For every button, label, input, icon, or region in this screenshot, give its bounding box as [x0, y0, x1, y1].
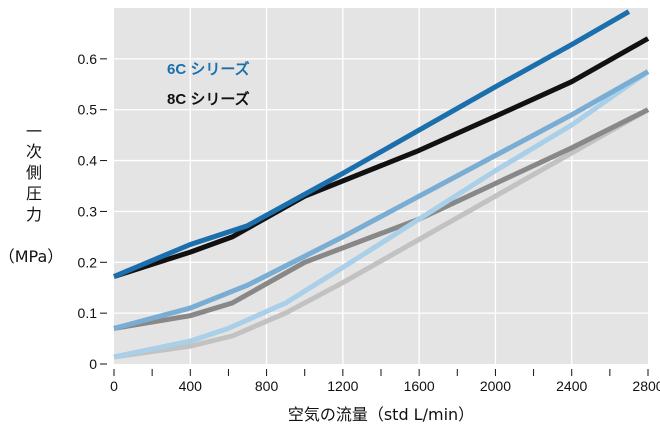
y-axis-label-part: 一	[26, 122, 42, 141]
series-line-6	[113, 107, 650, 360]
y-tick-label: 0.6	[78, 51, 98, 67]
legend: 6C シリーズ 8C シリーズ	[167, 60, 250, 108]
x-tick-label: 800	[255, 378, 279, 394]
series-line-4	[113, 107, 650, 331]
x-tick-label: 0	[110, 378, 118, 394]
x-tick-label: 1200	[327, 378, 358, 394]
y-tick-label: 0.3	[78, 203, 98, 219]
y-tick-label: 0.5	[78, 102, 98, 118]
x-tick-label: 2400	[556, 378, 587, 394]
y-tick-label: 0.2	[78, 254, 98, 270]
y-axis: 0 0.1 0.2 0.3 0.4 0.5 0.6	[78, 51, 107, 372]
series-line-2	[113, 36, 650, 279]
legend-entry: 6C シリーズ	[167, 60, 250, 78]
y-tick-label: 0	[89, 356, 97, 372]
y-axis-label-part: 次	[26, 142, 42, 161]
x-axis-label: 空気の流量（std L/min）	[288, 405, 474, 424]
y-axis-label-part: （MPa）	[0, 247, 63, 266]
x-axis: 0 400 800 1200 1600 2000 2400 2800	[110, 369, 660, 394]
y-tick-label: 0.1	[78, 305, 98, 321]
series-lines	[113, 9, 650, 360]
legend-entry: 8C シリーズ	[167, 90, 250, 108]
y-tick-label: 0.4	[78, 153, 98, 169]
series-line-1	[113, 9, 631, 279]
y-axis-label-part: 圧	[26, 184, 42, 203]
y-axis-label-part: 側	[26, 163, 42, 182]
x-tick-label: 2800	[632, 378, 660, 394]
y-axis-label-part: 力	[26, 205, 42, 224]
series-line-3	[113, 69, 650, 331]
series-line-5	[113, 69, 650, 360]
x-tick-label: 1600	[404, 378, 435, 394]
x-tick-label: 2000	[480, 378, 511, 394]
x-tick-label: 400	[179, 378, 203, 394]
